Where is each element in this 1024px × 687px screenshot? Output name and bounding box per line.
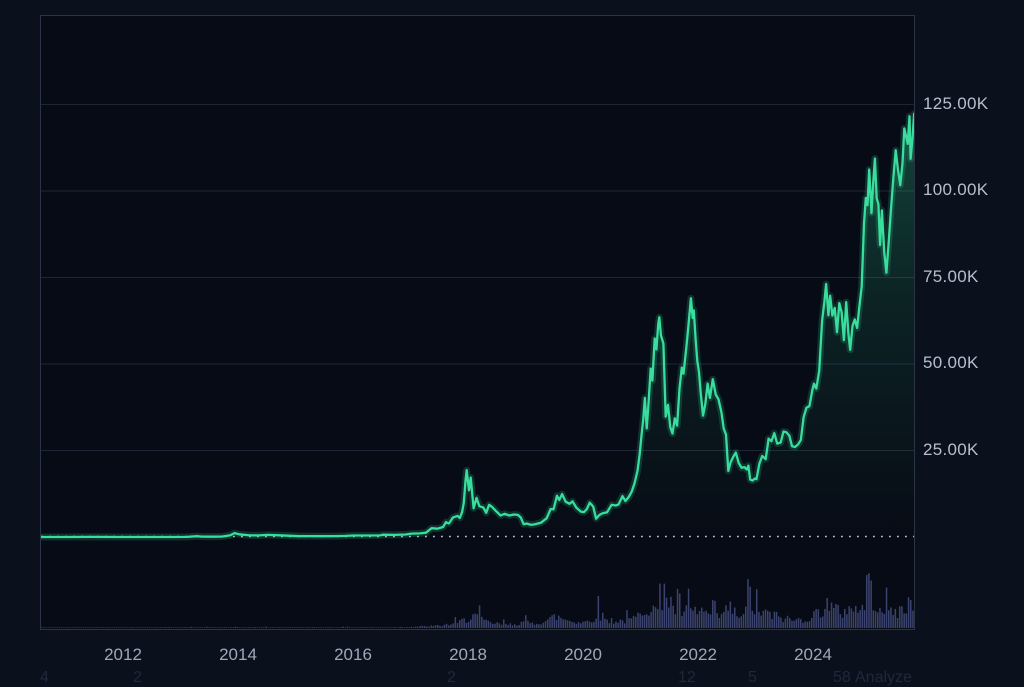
time-axis-label: 2014 (219, 645, 257, 664)
price-axis-label: 25.00K (923, 439, 979, 459)
clipped-footer-text: Analyze (855, 669, 912, 686)
price-axis-label: 50.00K (923, 353, 979, 372)
time-axis-label: 2024 (794, 645, 832, 664)
price-line (41, 112, 914, 539)
price-area-fill (41, 115, 914, 537)
time-axis-label: 2022 (679, 645, 717, 664)
clipped-footer-text: 4 (40, 669, 49, 686)
price-axis-label: 125.00K (923, 93, 989, 113)
clipped-footer-text: 58 (833, 669, 851, 686)
clipped-footer-text: 2 (133, 669, 142, 686)
volume-histogram (41, 573, 914, 628)
time-axis-label: 2018 (449, 645, 487, 664)
price-axis-label: 75.00K (923, 266, 979, 286)
price-volume-chart[interactable] (41, 16, 914, 629)
chart-plot-area[interactable] (40, 15, 915, 630)
time-axis-label: 2016 (334, 645, 372, 664)
clipped-footer-text: 5 (748, 669, 757, 686)
time-axis-label: 2020 (564, 645, 602, 664)
clipped-footer-text: 12 (678, 669, 696, 686)
price-axis-label: 100.00K (923, 180, 989, 199)
time-axis-label: 2012 (104, 645, 142, 664)
clipped-footer-text: 2 (447, 669, 456, 686)
